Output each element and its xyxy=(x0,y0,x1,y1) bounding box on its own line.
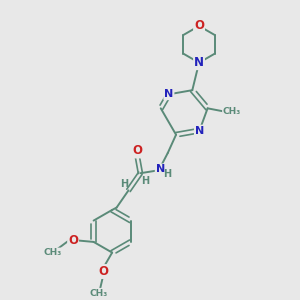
Text: CH₃: CH₃ xyxy=(44,248,62,257)
Text: O: O xyxy=(132,145,142,158)
Text: O: O xyxy=(194,20,204,32)
Text: H: H xyxy=(163,169,171,179)
Text: N: N xyxy=(164,89,173,99)
Text: O: O xyxy=(68,234,78,247)
Text: H: H xyxy=(141,176,149,186)
Text: N: N xyxy=(156,164,165,174)
Text: CH₃: CH₃ xyxy=(223,107,241,116)
Text: CH₃: CH₃ xyxy=(90,289,108,298)
Text: N: N xyxy=(195,126,204,136)
Text: H: H xyxy=(120,179,128,189)
Text: N: N xyxy=(194,56,204,69)
Text: O: O xyxy=(98,265,108,278)
